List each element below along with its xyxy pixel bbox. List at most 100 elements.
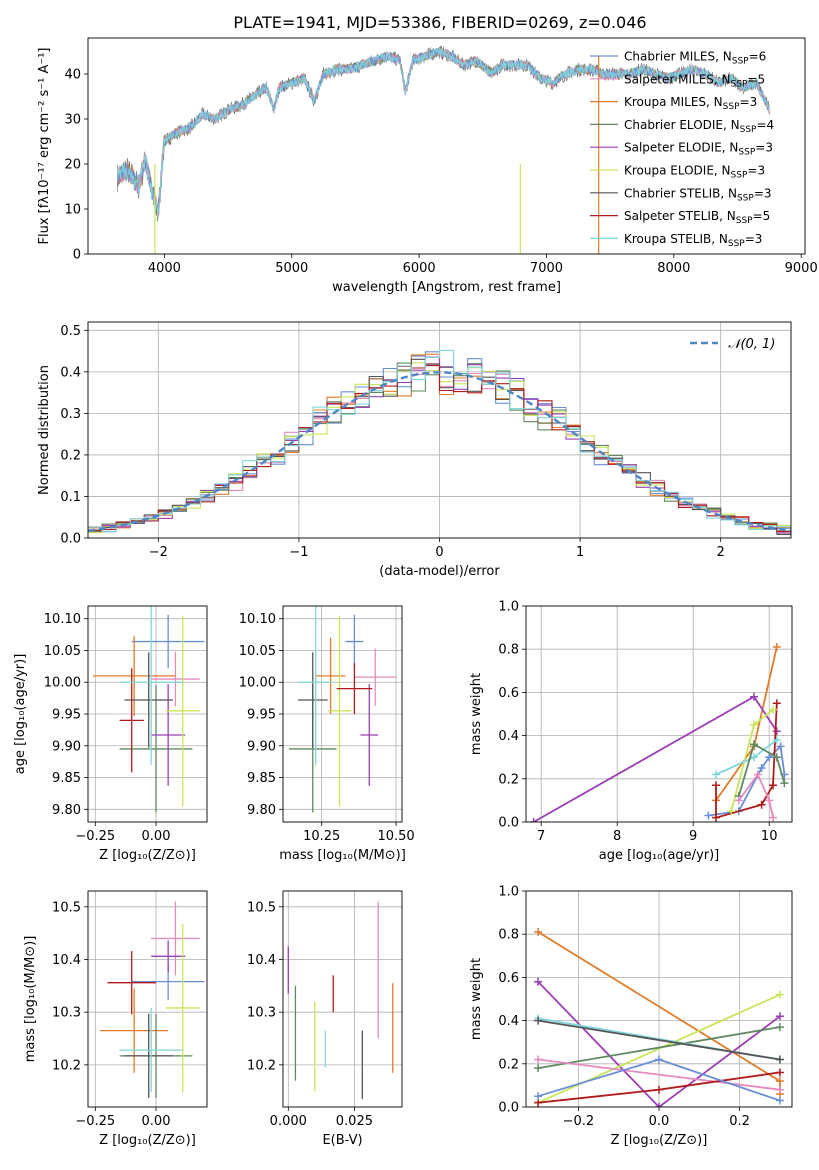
weight-marker-chabrier_miles: [775, 1096, 784, 1105]
y-tick-label: 0: [73, 248, 81, 263]
weight-marker-salpeter_elodie: [655, 1103, 663, 1107]
histogram-salpeter_stelib: [88, 365, 791, 532]
weight-marker-chabrier_miles: [776, 742, 785, 751]
x-tick-label: 6000: [403, 261, 436, 276]
chart-spectrum: 4000 5000 6000 7000 8000 9000 0 10 20 30 40 wavelen…: [37, 37, 818, 295]
x-tick-label: −0.25: [75, 1114, 115, 1129]
chart-mass_weight_vs_age: 7 8 9 10 0.0 0.2 0.4 0.6 0.8 1.0 age [log₁₀(age/yr…: [469, 600, 793, 863]
x-tick-label: 0.025: [336, 1114, 373, 1129]
x-axis-label: mass [log₁₀(M/M⊙)]: [279, 848, 406, 863]
y-tick-label: 9.80: [52, 803, 81, 818]
x-tick-label: −0.2: [563, 1114, 595, 1129]
weight-marker-kroupa_stelib: [750, 753, 758, 762]
x-tick-label: −1: [289, 545, 308, 560]
weight-marker-kroupa_stelib: [712, 770, 720, 779]
x-tick-label: 1: [576, 545, 584, 560]
y-tick-label: 0.2: [60, 448, 81, 463]
y-tick-label: 10.2: [247, 1058, 276, 1073]
weight-marker-salpeter_stelib: [712, 781, 720, 790]
y-tick-label: 10: [64, 203, 81, 218]
weight-marker-salpeter_stelib: [775, 1068, 784, 1077]
axes-frame: [87, 321, 792, 539]
weight-marker-kroupa_stelib: [772, 735, 781, 744]
y-tick-label: 1.0: [498, 885, 519, 900]
axes-frame: [87, 890, 208, 1108]
y-tick-label: 30: [64, 113, 81, 128]
weight-marker-chabrier_miles: [704, 811, 713, 820]
chart-mass_weight_vs_Z: −0.2 0.0 0.2 0.0 0.2 0.4 0.6 0.8 1.0 Z [log₁₀(Z/Z…: [469, 885, 793, 1148]
y-tick-label: 9.85: [247, 771, 276, 786]
y-tick-label: 0.1: [60, 490, 81, 505]
x-axis-label: (data-model)/error: [379, 564, 500, 579]
x-tick-label: 0.000: [270, 1114, 307, 1129]
legend-label-chabrier_miles: Chabrier MILES, NSSP=6: [624, 50, 766, 67]
legend-label-kroupa_miles: Kroupa MILES, NSSP=3: [624, 95, 757, 112]
legend-label-kroupa_stelib: Kroupa STELIB, NSSP=3: [624, 232, 762, 249]
legend-label-salpeter_miles: Salpeter MILES, NSSP=5: [624, 72, 765, 89]
x-tick-label: 0: [435, 545, 443, 560]
plot-area: [88, 606, 207, 822]
y-tick-label: 10.05: [239, 644, 276, 659]
weight-marker-chabrier_elodie: [750, 740, 758, 749]
y-tick-label: 10.3: [52, 1006, 81, 1021]
y-tick-label: 0.0: [498, 816, 519, 831]
weight-marker-kroupa_elodie: [750, 720, 758, 729]
weight-marker-salpeter_elodie: [750, 692, 758, 701]
x-tick-label: 9000: [785, 261, 818, 276]
weight-marker-kroupa_miles: [534, 928, 543, 937]
weight-marker-kroupa_elodie: [727, 807, 736, 816]
chart-mass_vs_Z: −0.25 0.00 10.2 10.3 10.4 10.5 Z [log₁₀(Z/Z⊙)]…: [23, 890, 208, 1148]
axes-frame: [525, 605, 793, 823]
x-tick-label: 0.00: [142, 829, 171, 844]
weight-marker-salpeter_stelib: [772, 699, 781, 708]
weight-series-salpeter_miles: [537, 1058, 781, 1091]
x-tick-label: 7: [537, 829, 545, 844]
weight-marker-salpeter_miles: [734, 796, 743, 805]
y-tick-label: 0.4: [498, 1014, 519, 1029]
weight-marker-salpeter_miles: [769, 813, 777, 822]
legend-label-salpeter_stelib: Salpeter STELIB, NSSP=5: [624, 209, 770, 226]
y-axis-label: mass weight: [469, 958, 484, 1040]
plot-area: [526, 891, 792, 1107]
weight-marker-salpeter_elodie: [534, 977, 543, 986]
weight-series-kroupa_miles: [715, 646, 778, 801]
y-tick-label: 9.90: [247, 739, 276, 754]
axes-frame: [282, 890, 403, 1108]
weight-marker-salpeter_stelib: [769, 781, 777, 790]
x-axis-label: Z [log₁₀(Z/Z⊙)]: [611, 1133, 708, 1148]
x-axis-label: E(B-V): [322, 1133, 362, 1148]
weight-series-chabrier_elodie: [537, 1026, 781, 1069]
weight-marker-kroupa_elodie: [769, 705, 777, 714]
y-tick-label: 9.80: [247, 803, 276, 818]
y-tick-label: 0.5: [60, 324, 81, 339]
weight-marker-chabrier_elodie: [780, 779, 789, 788]
legend-label-salpeter_elodie: Salpeter ELODIE, NSSP=3: [624, 141, 773, 158]
y-axis-label: mass [log₁₀(M/M⊙)]: [23, 936, 38, 1063]
y-axis-label: age [log₁₀(age/yr)]: [13, 654, 28, 775]
panels-group: 4000 5000 6000 7000 8000 9000010203040wavelen…: [13, 37, 818, 1148]
y-tick-label: 0.6: [498, 971, 519, 986]
weight-marker-chabrier_stelib: [534, 1016, 543, 1025]
plot-area: [88, 891, 207, 1107]
figure-title: PLATE=1941, MJD=53386, FIBERID=0269, z=0…: [233, 13, 646, 32]
weight-marker-chabrier_miles: [655, 1055, 663, 1064]
plot-area: [283, 606, 402, 822]
axes-frame: [282, 605, 403, 823]
x-tick-label: 5000: [275, 261, 308, 276]
y-tick-label: 0.4: [498, 729, 519, 744]
x-tick-label: −2: [149, 545, 168, 560]
y-tick-label: 10.4: [52, 953, 81, 968]
weight-series-chabrier_stelib: [537, 1019, 781, 1061]
x-tick-label: 10.50: [377, 829, 414, 844]
x-tick-label: 0.0: [649, 1114, 670, 1129]
y-tick-label: 10.10: [44, 612, 81, 627]
x-axis-label: wavelength [Angstrom, rest frame]: [332, 280, 561, 295]
weight-marker-chabrier_miles: [534, 1092, 543, 1101]
chart-mass_vs_EBV: 0.000 0.025 10.2 10.3 10.4 10.5 E(B-V): [247, 890, 403, 1148]
legend-label-kroupa_elodie: Kroupa ELODIE, NSSP=3: [624, 164, 765, 181]
weight-series-salpeter_miles: [738, 772, 774, 818]
weight-marker-salpeter_stelib: [712, 813, 720, 822]
y-tick-label: 10.5: [52, 900, 81, 915]
y-axis-label: Flux [fλ10⁻¹⁷ erg cm⁻² s⁻¹ A⁻¹]: [37, 48, 52, 245]
